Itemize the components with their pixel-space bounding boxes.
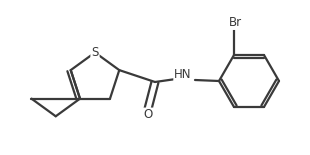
Text: HN: HN [174, 69, 192, 82]
Text: O: O [143, 108, 153, 122]
Text: Br: Br [228, 16, 241, 29]
Text: S: S [91, 46, 99, 59]
